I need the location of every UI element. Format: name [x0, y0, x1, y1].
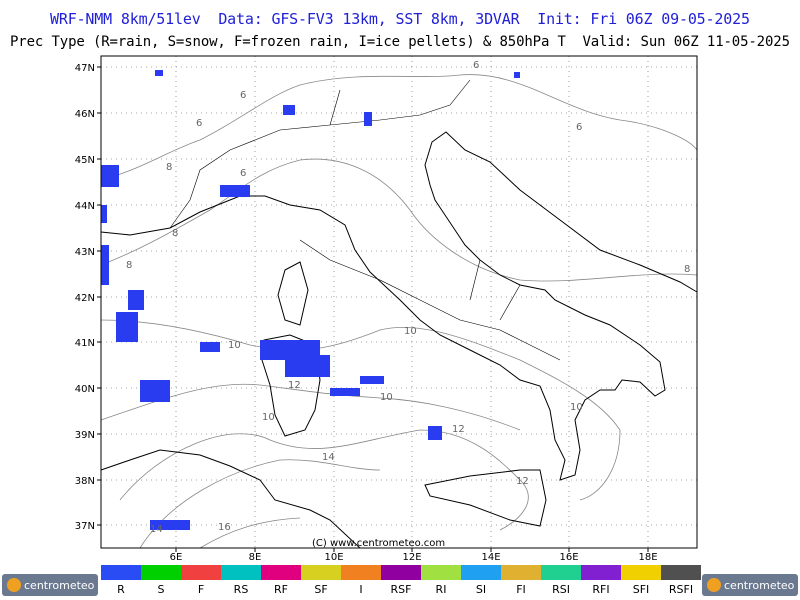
contour-label: 6: [240, 90, 246, 101]
legend-label: F: [198, 583, 204, 596]
legend-label: RSFI: [669, 583, 693, 596]
lat-label: 38N: [75, 476, 95, 487]
map-background: [101, 56, 697, 548]
contour-label: 6: [240, 168, 246, 179]
lon-label: 16E: [559, 552, 578, 563]
legend-label: SF: [314, 583, 327, 596]
lon-label: 14E: [481, 552, 500, 563]
lat-label: 46N: [75, 109, 95, 120]
legend-swatch: [101, 565, 141, 580]
contour-label: 8: [684, 264, 690, 275]
logo-right: centrometeo: [702, 574, 798, 596]
lat-label: 47N: [75, 63, 95, 74]
logo-left: centrometeo: [2, 574, 98, 596]
contour-label: 8: [172, 228, 178, 239]
contour-label: 6: [196, 118, 202, 129]
legend-label: RS: [234, 583, 249, 596]
contour-labels: 6 6 8 8 6 6 8 8 10 10 12 10 10 12 12 14 …: [126, 60, 690, 535]
contour-label: 12: [452, 424, 465, 435]
legend-label: SI: [476, 583, 486, 596]
copyright: (C) www.centrometeo.com: [312, 538, 445, 549]
contour-label: 8: [166, 162, 172, 173]
lat-label: 43N: [75, 247, 95, 258]
legend-swatch: [501, 565, 541, 580]
legend-swatch: [461, 565, 501, 580]
legend-label: RF: [274, 583, 288, 596]
lat-label: 44N: [75, 201, 95, 212]
lon-label: 6E: [170, 552, 183, 563]
lat-label: 40N: [75, 384, 95, 395]
header-line1: WRF-NMM 8km/51lev Data: GFS-FV3 13km, SS…: [50, 10, 750, 28]
legend-swatch: [141, 565, 181, 580]
legend-swatch: [541, 565, 581, 580]
legend-swatch: [301, 565, 341, 580]
contour-label: 12: [288, 380, 301, 391]
contour-label: 6: [473, 60, 479, 71]
lat-label: 39N: [75, 430, 95, 441]
legend-label: SFI: [633, 583, 650, 596]
lat-label: 37N: [75, 521, 95, 532]
legend-label: FI: [516, 583, 526, 596]
rain-areas: [101, 70, 520, 530]
contour-label: 16: [218, 522, 231, 533]
lat-label: 41N: [75, 338, 95, 349]
contour-label: 10: [380, 392, 393, 403]
contour-label: 10: [228, 340, 241, 351]
legend-swatch: [181, 565, 221, 580]
lon-label: 10E: [324, 552, 343, 563]
legend-label: I: [359, 583, 362, 596]
lon-label: 12E: [402, 552, 421, 563]
contour-label: 10: [404, 326, 417, 337]
lat-label: 45N: [75, 155, 95, 166]
contour-label: 14: [150, 524, 163, 535]
contour-label: 14: [322, 452, 335, 463]
legend-swatch: [421, 565, 461, 580]
map: 6 6 8 8 6 6 8 8 10 10 12 10 10 12 12 14 …: [75, 55, 698, 563]
logo-text: centrometeo: [724, 579, 795, 592]
legend-swatch: [621, 565, 661, 580]
legend-label: S: [158, 583, 165, 596]
legend-swatch: [581, 565, 621, 580]
contour-label: 6: [576, 122, 582, 133]
legend-label: RFI: [592, 583, 609, 596]
contour-label: 12: [516, 476, 529, 487]
contour-label: 8: [126, 260, 132, 271]
legend-label: RSF: [391, 583, 412, 596]
lat-label: 42N: [75, 293, 95, 304]
legend: R S F RS RF SF I RSF RI SI FI RSI RFI SFI RSFI: [101, 565, 701, 596]
logo-text: centrometeo: [24, 579, 95, 592]
legend-label: RSI: [552, 583, 570, 596]
legend-swatch: [381, 565, 421, 580]
temperature-contours: [100, 74, 698, 549]
legend-swatch: [341, 565, 381, 580]
lon-label: 18E: [638, 552, 657, 563]
legend-swatch: [261, 565, 301, 580]
header-line2: Prec Type (R=rain, S=snow, F=frozen rain…: [10, 34, 790, 50]
contour-label: 10: [262, 412, 275, 423]
contour-label: 10: [570, 402, 583, 413]
legend-swatch: [221, 565, 261, 580]
legend-label: RI: [436, 583, 447, 596]
legend-label: R: [117, 583, 125, 596]
legend-swatch: [661, 565, 701, 580]
lon-label: 8E: [249, 552, 262, 563]
axis-labels: 47N 46N 45N 44N 43N 42N 41N 40N 39N 38N 37N 6E 8E 10E…: [75, 63, 658, 563]
map-frame: [100, 55, 698, 549]
